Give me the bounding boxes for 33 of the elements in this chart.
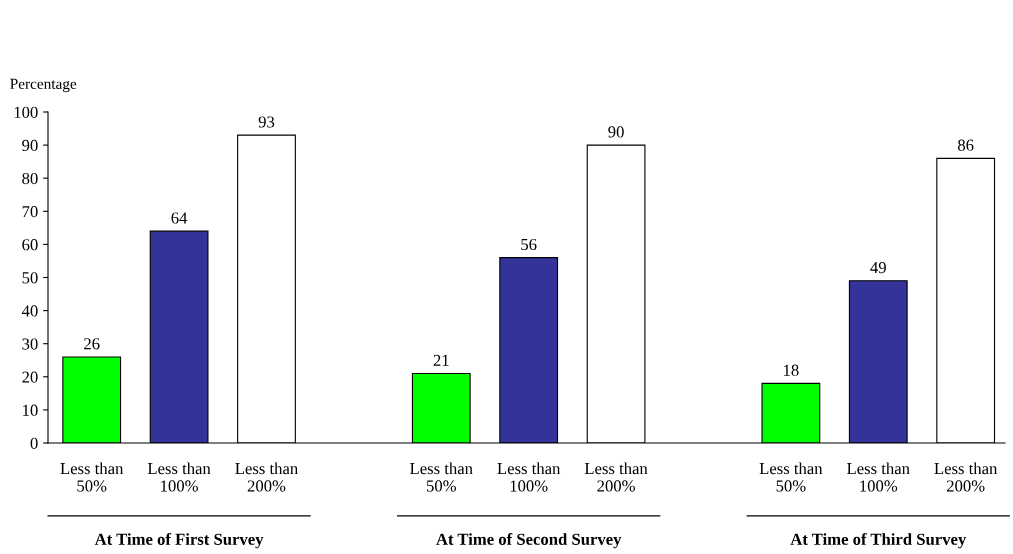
x-tick-label: Less than 200% [934, 462, 998, 492]
x-tick-label: Less than 50% [410, 462, 473, 492]
data-label: 21 [433, 354, 449, 366]
text: At Time of First Survey [94, 532, 264, 549]
y-tick-label: 10 [23, 404, 38, 416]
y-tick-label: 40 [21, 305, 38, 317]
y-tick-label: 80 [22, 172, 38, 185]
x-tick-label: Less than 100% [497, 462, 561, 492]
x-tick-label: Less than 200% [235, 462, 298, 492]
x-tick-label: Less than 100% [847, 462, 910, 492]
text: At Time of Third Survey [790, 532, 967, 549]
y-tick-label: 20 [22, 371, 38, 383]
x-tick-label: Less than 50% [759, 462, 823, 492]
data-label: 90 [608, 126, 624, 138]
y-axis-title: Percentage [10, 78, 77, 93]
y-tick-label: 60 [22, 239, 38, 251]
y-tick-label: 90 [22, 139, 38, 152]
y-tick-label: 100 [14, 106, 38, 118]
y-tick-label: 50 [22, 272, 38, 284]
data-label: 64 [171, 212, 188, 224]
y-tick-label: 0 [30, 437, 38, 449]
data-label: 93 [258, 116, 275, 128]
data-label: 18 [784, 364, 799, 376]
y-tick-label: 70 [22, 206, 38, 218]
x-tick-label: Less than 200% [584, 462, 648, 492]
data-label: 26 [84, 338, 100, 350]
text: At Time of Second Survey [436, 532, 622, 549]
data-label: 56 [521, 238, 537, 251]
x-tick-label: Less than 50% [60, 462, 124, 492]
data-label: 86 [957, 139, 974, 151]
data-label: 49 [870, 262, 886, 274]
y-tick-label: 30 [22, 338, 38, 350]
x-tick-label: Less than 100% [147, 462, 211, 492]
